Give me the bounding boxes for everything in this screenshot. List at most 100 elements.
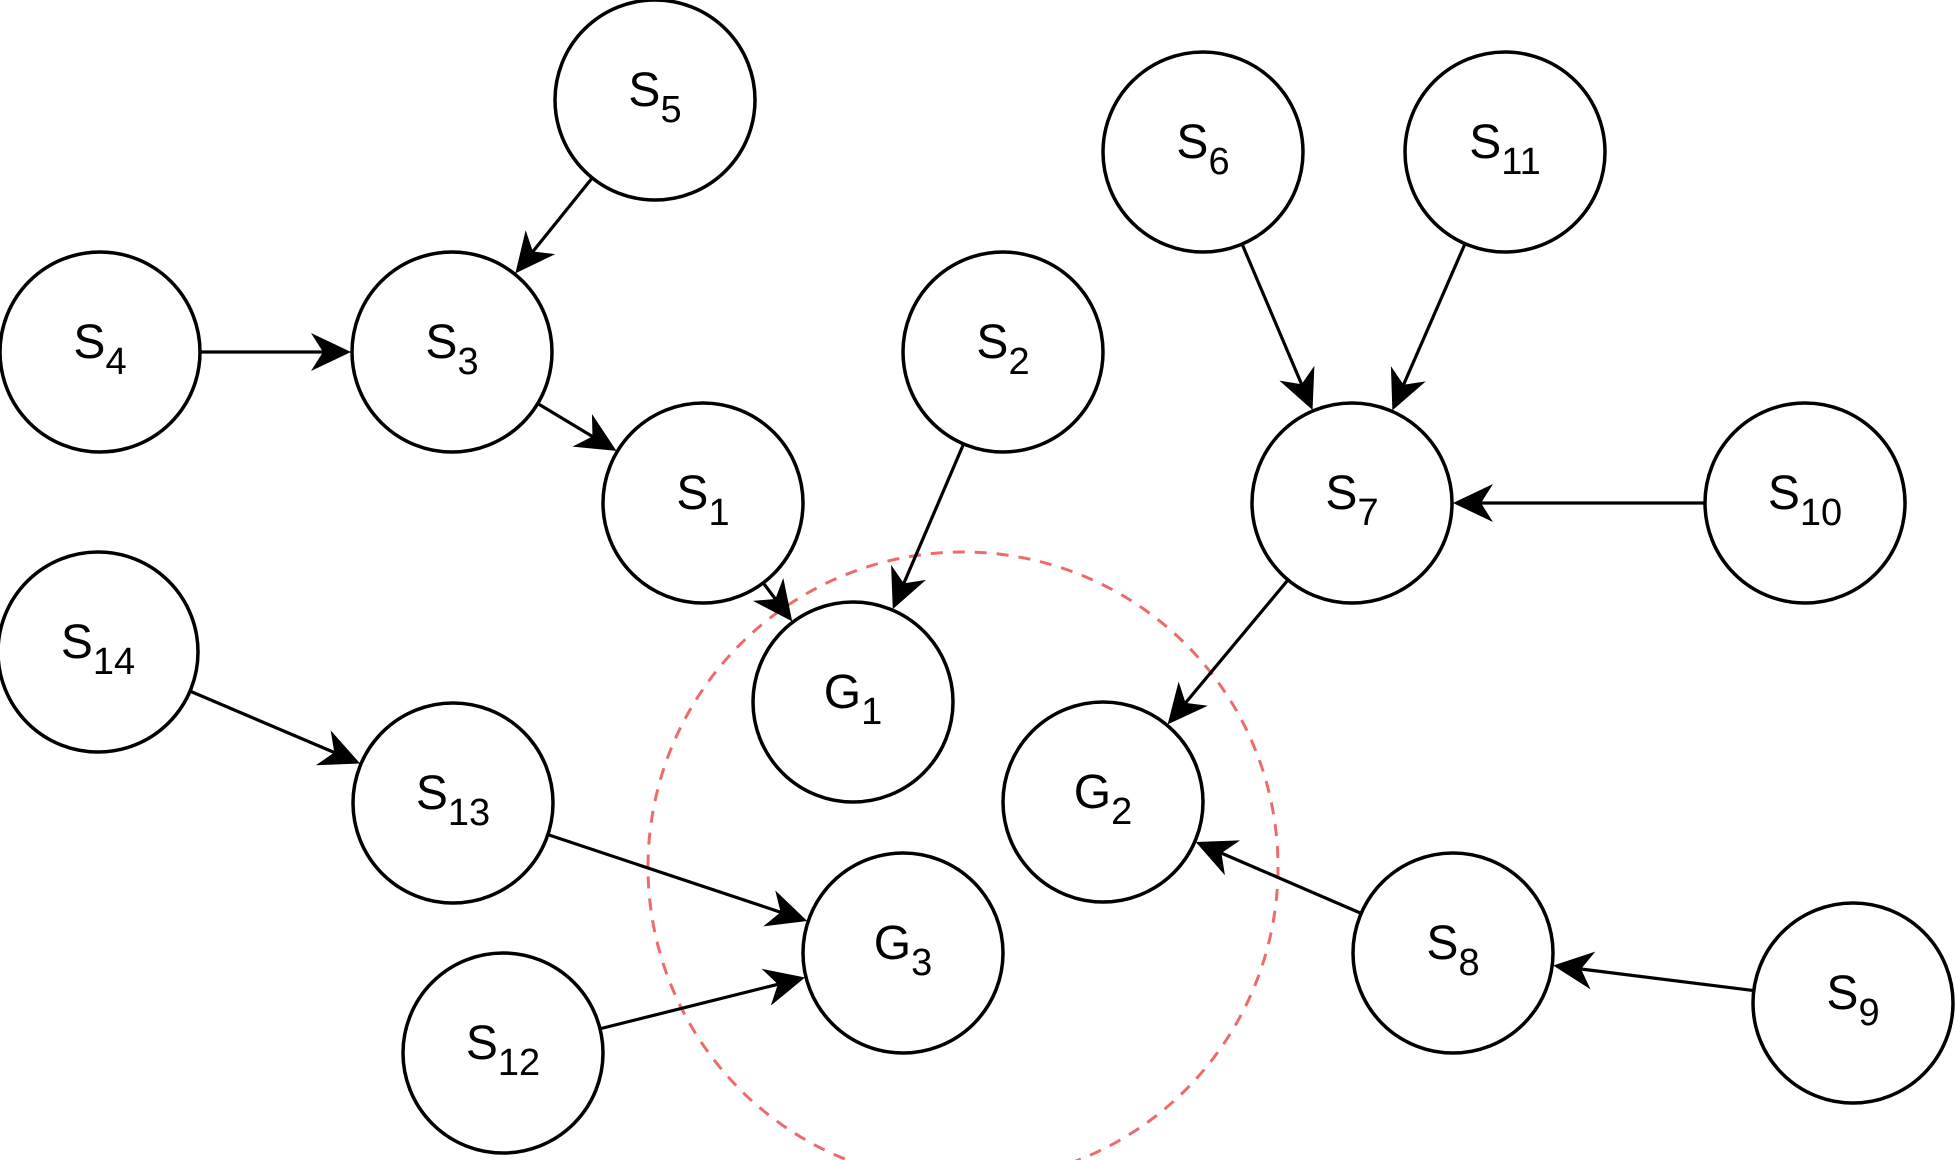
node-circle bbox=[1751, 901, 1955, 1105]
node-label-subscript: 2 bbox=[1008, 341, 1029, 383]
edge-s8-to-g2 bbox=[1195, 840, 1362, 915]
node-label: S9 bbox=[1826, 967, 1879, 1034]
node-s9[interactable]: S9 bbox=[1751, 901, 1955, 1105]
node-label-base: S bbox=[1426, 917, 1458, 970]
node-label-base: G bbox=[824, 666, 861, 719]
node-circle bbox=[0, 550, 200, 754]
arrow-head bbox=[752, 577, 793, 622]
edge-line bbox=[547, 833, 782, 914]
node-label: S8 bbox=[1426, 917, 1479, 984]
node-label-subscript: 7 bbox=[1357, 492, 1378, 534]
edge-s10-to-s7 bbox=[1453, 484, 1705, 522]
edge-line bbox=[1220, 851, 1362, 915]
node-circle bbox=[1703, 401, 1907, 605]
node-label-base: S bbox=[61, 616, 93, 669]
arrow-head bbox=[315, 730, 361, 766]
arrow-head bbox=[1279, 365, 1315, 411]
node-s5[interactable]: S5 bbox=[553, 0, 757, 202]
node-label-base: S bbox=[1469, 116, 1501, 169]
goal-cluster-ring bbox=[646, 550, 1280, 1160]
edge-s7-to-g2 bbox=[1167, 578, 1290, 725]
node-label-subscript: 5 bbox=[660, 89, 681, 131]
node-label-base: S bbox=[976, 316, 1008, 369]
edge-s11-to-s7 bbox=[1390, 243, 1467, 411]
arrow-head bbox=[763, 890, 808, 927]
edge-line bbox=[536, 402, 594, 438]
node-label-base: G bbox=[874, 917, 911, 970]
arrow-head bbox=[1553, 951, 1596, 990]
node-s8[interactable]: S8 bbox=[1351, 851, 1555, 1055]
node-g1[interactable]: G1 bbox=[751, 600, 955, 804]
edge-line bbox=[599, 982, 779, 1031]
edge-line bbox=[761, 581, 777, 600]
edge-s14-to-s13 bbox=[189, 689, 361, 766]
node-circle bbox=[553, 0, 757, 202]
edge-line bbox=[902, 443, 966, 585]
node-g3[interactable]: G3 bbox=[801, 851, 1005, 1055]
node-label: S5 bbox=[628, 64, 681, 131]
node-label-base: G bbox=[1074, 766, 1111, 819]
node-label: S13 bbox=[416, 767, 490, 834]
node-label-base: S bbox=[628, 64, 660, 117]
node-label: G3 bbox=[874, 917, 932, 984]
arrow-head bbox=[572, 414, 617, 451]
node-label-subscript: 8 bbox=[1458, 942, 1479, 984]
node-label-base: S bbox=[416, 767, 448, 820]
arrow-head bbox=[891, 564, 927, 610]
node-label: S4 bbox=[73, 316, 126, 383]
edge-line bbox=[1184, 578, 1290, 704]
arrow-head bbox=[1390, 366, 1426, 411]
node-g2[interactable]: G2 bbox=[1001, 700, 1205, 904]
node-s7[interactable]: S7 bbox=[1250, 401, 1454, 605]
edge-line bbox=[1402, 243, 1467, 386]
node-circle bbox=[801, 851, 1005, 1055]
node-label-base: S bbox=[676, 467, 708, 520]
node-label-subscript: 14 bbox=[93, 641, 135, 683]
node-label-subscript: 12 bbox=[498, 1042, 540, 1084]
node-s6[interactable]: S6 bbox=[1101, 50, 1305, 254]
node-circle bbox=[401, 951, 605, 1155]
edge-line bbox=[1240, 243, 1304, 385]
node-label-base: S bbox=[1826, 967, 1858, 1020]
edge-s3-to-s1 bbox=[536, 402, 617, 451]
node-s1[interactable]: S1 bbox=[601, 401, 805, 605]
arrow-head bbox=[761, 968, 806, 1006]
edge-s1-to-g1 bbox=[752, 577, 793, 622]
node-s14[interactable]: S14 bbox=[0, 550, 200, 754]
edge-line bbox=[1580, 967, 1754, 993]
node-label-subscript: 3 bbox=[911, 942, 932, 984]
node-label: G1 bbox=[824, 666, 882, 733]
node-s2[interactable]: S2 bbox=[901, 250, 1105, 454]
node-circle bbox=[1001, 700, 1205, 904]
node-s10[interactable]: S10 bbox=[1703, 401, 1907, 605]
node-s11[interactable]: S11 bbox=[1403, 50, 1607, 254]
edge-s5-to-s3 bbox=[515, 176, 594, 274]
node-label-base: S bbox=[466, 1017, 498, 1070]
node-label: S10 bbox=[1768, 467, 1842, 534]
node-circle bbox=[1250, 401, 1454, 605]
node-label-base: S bbox=[1325, 467, 1357, 520]
node-label: S11 bbox=[1469, 116, 1540, 183]
node-label-subscript: 9 bbox=[1858, 992, 1879, 1034]
node-circle bbox=[350, 250, 554, 454]
node-circle bbox=[0, 250, 202, 454]
node-circle bbox=[1403, 50, 1607, 254]
node-s4[interactable]: S4 bbox=[0, 250, 202, 454]
node-circle bbox=[1101, 50, 1305, 254]
edge-s9-to-s8 bbox=[1553, 951, 1754, 993]
node-label: S2 bbox=[976, 316, 1029, 383]
node-circle bbox=[1351, 851, 1555, 1055]
edge-line bbox=[189, 689, 335, 754]
node-circle bbox=[601, 401, 805, 605]
node-label-subscript: 1 bbox=[861, 691, 882, 733]
node-s12[interactable]: S12 bbox=[401, 951, 605, 1155]
node-label: S1 bbox=[676, 467, 729, 534]
edge-s13-to-g3 bbox=[547, 833, 808, 927]
arrow-head bbox=[1195, 840, 1240, 876]
node-circle bbox=[751, 600, 955, 804]
node-s3[interactable]: S3 bbox=[350, 250, 554, 454]
arrow-head bbox=[515, 230, 556, 274]
node-label-subscript: 1 bbox=[708, 492, 729, 534]
node-s13[interactable]: S13 bbox=[351, 701, 555, 905]
